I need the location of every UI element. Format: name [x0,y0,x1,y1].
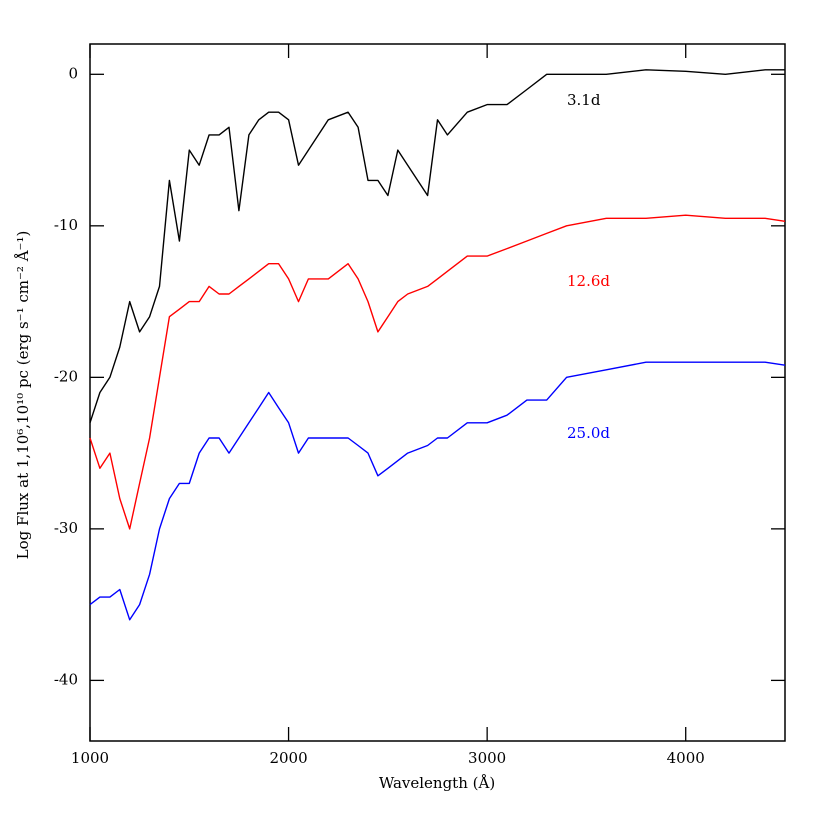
spectrum-line [89,214,786,530]
series-label: 25.0d [567,424,610,442]
y-axis-label: Log Flux at 1,10⁶,10¹⁰ pc (erg s⁻¹ cm⁻² … [14,231,32,560]
x-tick-label: 4000 [667,749,705,767]
x-tick-label: 1000 [71,749,109,767]
x-tick-label: 3000 [468,749,506,767]
plot-frame [89,43,786,742]
spectrum-line [89,361,786,621]
x-axis-label: Wavelength (Å) [379,774,495,792]
y-tick-label: 0 [68,64,78,82]
y-tick-label: -20 [54,367,78,385]
x-tick-label: 2000 [269,749,307,767]
series-label: 3.1d [567,91,601,109]
y-tick-label: -40 [54,670,78,688]
y-tick-label: -10 [54,216,78,234]
series-label: 12.6d [567,272,610,290]
spectrum-line [89,69,785,424]
y-tick-label: -30 [54,519,78,537]
